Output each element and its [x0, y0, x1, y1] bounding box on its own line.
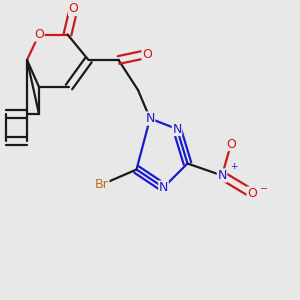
Text: Br: Br	[95, 178, 109, 191]
Text: O: O	[69, 2, 78, 16]
Text: +: +	[230, 162, 238, 171]
Text: N: N	[217, 169, 227, 182]
Text: N: N	[159, 181, 168, 194]
Text: O: O	[247, 187, 257, 200]
Text: O: O	[142, 47, 152, 61]
Text: O: O	[34, 28, 44, 41]
Text: O: O	[226, 137, 236, 151]
Text: N: N	[145, 112, 155, 125]
Text: N: N	[172, 122, 182, 136]
Text: −: −	[260, 184, 268, 194]
